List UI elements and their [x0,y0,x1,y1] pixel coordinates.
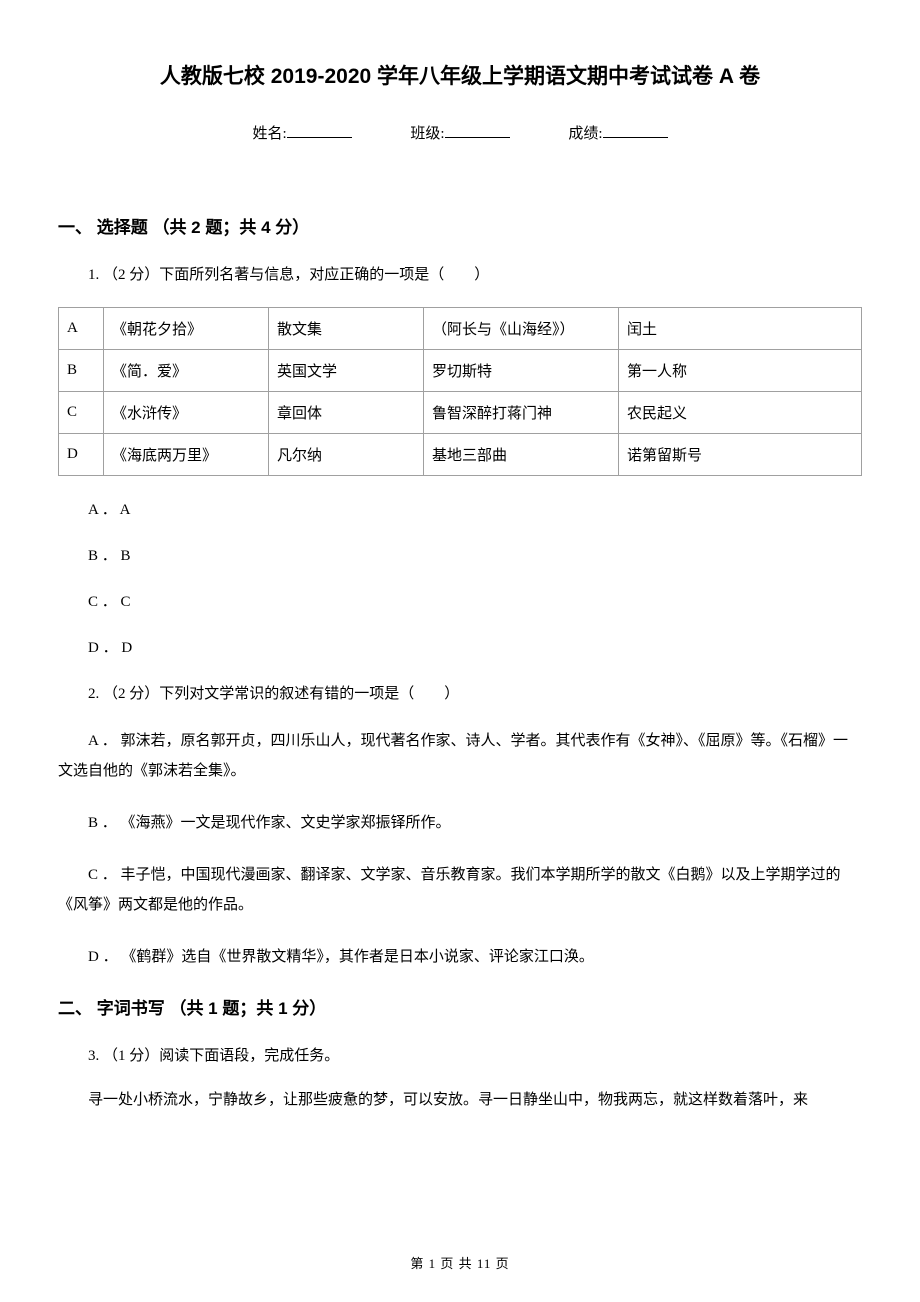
table-cell: 英国文学 [269,350,424,392]
q2-option-d: D ． 《鹤群》选自《世界散文精华》，其作者是日本小说家、评论家江口涣。 [58,942,862,972]
table-cell: （阿长与《山海经》） [424,308,619,350]
table-row: D 《海底两万里》 凡尔纳 基地三部曲 诺第留斯号 [59,434,862,476]
table-cell: 《水浒传》 [104,392,269,434]
table-row: B 《简．爱》 英国文学 罗切斯特 第一人称 [59,350,862,392]
exam-title: 人教版七校 2019-2020 学年八年级上学期语文期中考试试卷 A 卷 [58,60,862,90]
q2-option-a: A ． 郭沫若，原名郭开贞，四川乐山人，现代著名作家、诗人、学者。其代表作有《女… [58,726,862,786]
q1-option-c: C ． C [58,590,862,614]
table-cell: C [59,392,104,434]
q2-option-b: B ． 《海燕》一文是现代作家、文史学家郑振铎所作。 [58,808,862,838]
score-label: 成绩: [568,122,602,143]
table-cell: 鲁智深醉打蒋门神 [424,392,619,434]
question-1-table: A 《朝花夕拾》 散文集 （阿长与《山海经》） 闰土 B 《简．爱》 英国文学 … [58,307,862,476]
table-cell: 第一人称 [619,350,862,392]
table-cell: 凡尔纳 [269,434,424,476]
section-heading-1: 一、 选择题 （共 2 题；共 4 分） [58,213,862,238]
table-cell: 散文集 [269,308,424,350]
class-label: 班级: [410,122,444,143]
table-cell: B [59,350,104,392]
table-cell: 章回体 [269,392,424,434]
q1-option-d: D ． D [58,636,862,660]
name-blank[interactable] [287,137,352,138]
name-label: 姓名: [252,122,286,143]
table-cell: A [59,308,104,350]
question-2-text: 2. （2 分）下列对文学常识的叙述有错的一项是（ ） [58,682,862,706]
table-cell: 诺第留斯号 [619,434,862,476]
table-cell: 《海底两万里》 [104,434,269,476]
table-cell: 罗切斯特 [424,350,619,392]
table-cell: 《朝花夕拾》 [104,308,269,350]
class-blank[interactable] [445,137,510,138]
student-info-row: 姓名: 班级: 成绩: [58,122,862,143]
q1-option-a: A ． A [58,498,862,522]
table-row: C 《水浒传》 章回体 鲁智深醉打蒋门神 农民起义 [59,392,862,434]
table-cell: 闰土 [619,308,862,350]
table-row: A 《朝花夕拾》 散文集 （阿长与《山海经》） 闰土 [59,308,862,350]
page-footer: 第 1 页 共 11 页 [0,1253,920,1272]
question-3-body: 寻一处小桥流水，宁静故乡，让那些疲惫的梦，可以安放。寻一日静坐山中，物我两忘，就… [58,1088,862,1112]
question-1-text: 1. （2 分）下面所列名著与信息，对应正确的一项是（ ） [58,263,862,287]
q2-option-c: C ． 丰子恺，中国现代漫画家、翻译家、文学家、音乐教育家。我们本学期所学的散文… [58,860,862,920]
table-cell: 《简．爱》 [104,350,269,392]
table-cell: 农民起义 [619,392,862,434]
q1-option-b: B ． B [58,544,862,568]
score-blank[interactable] [603,137,668,138]
table-cell: D [59,434,104,476]
table-cell: 基地三部曲 [424,434,619,476]
section-heading-2: 二、 字词书写 （共 1 题；共 1 分） [58,994,862,1019]
question-3-text: 3. （1 分）阅读下面语段，完成任务。 [58,1044,862,1068]
